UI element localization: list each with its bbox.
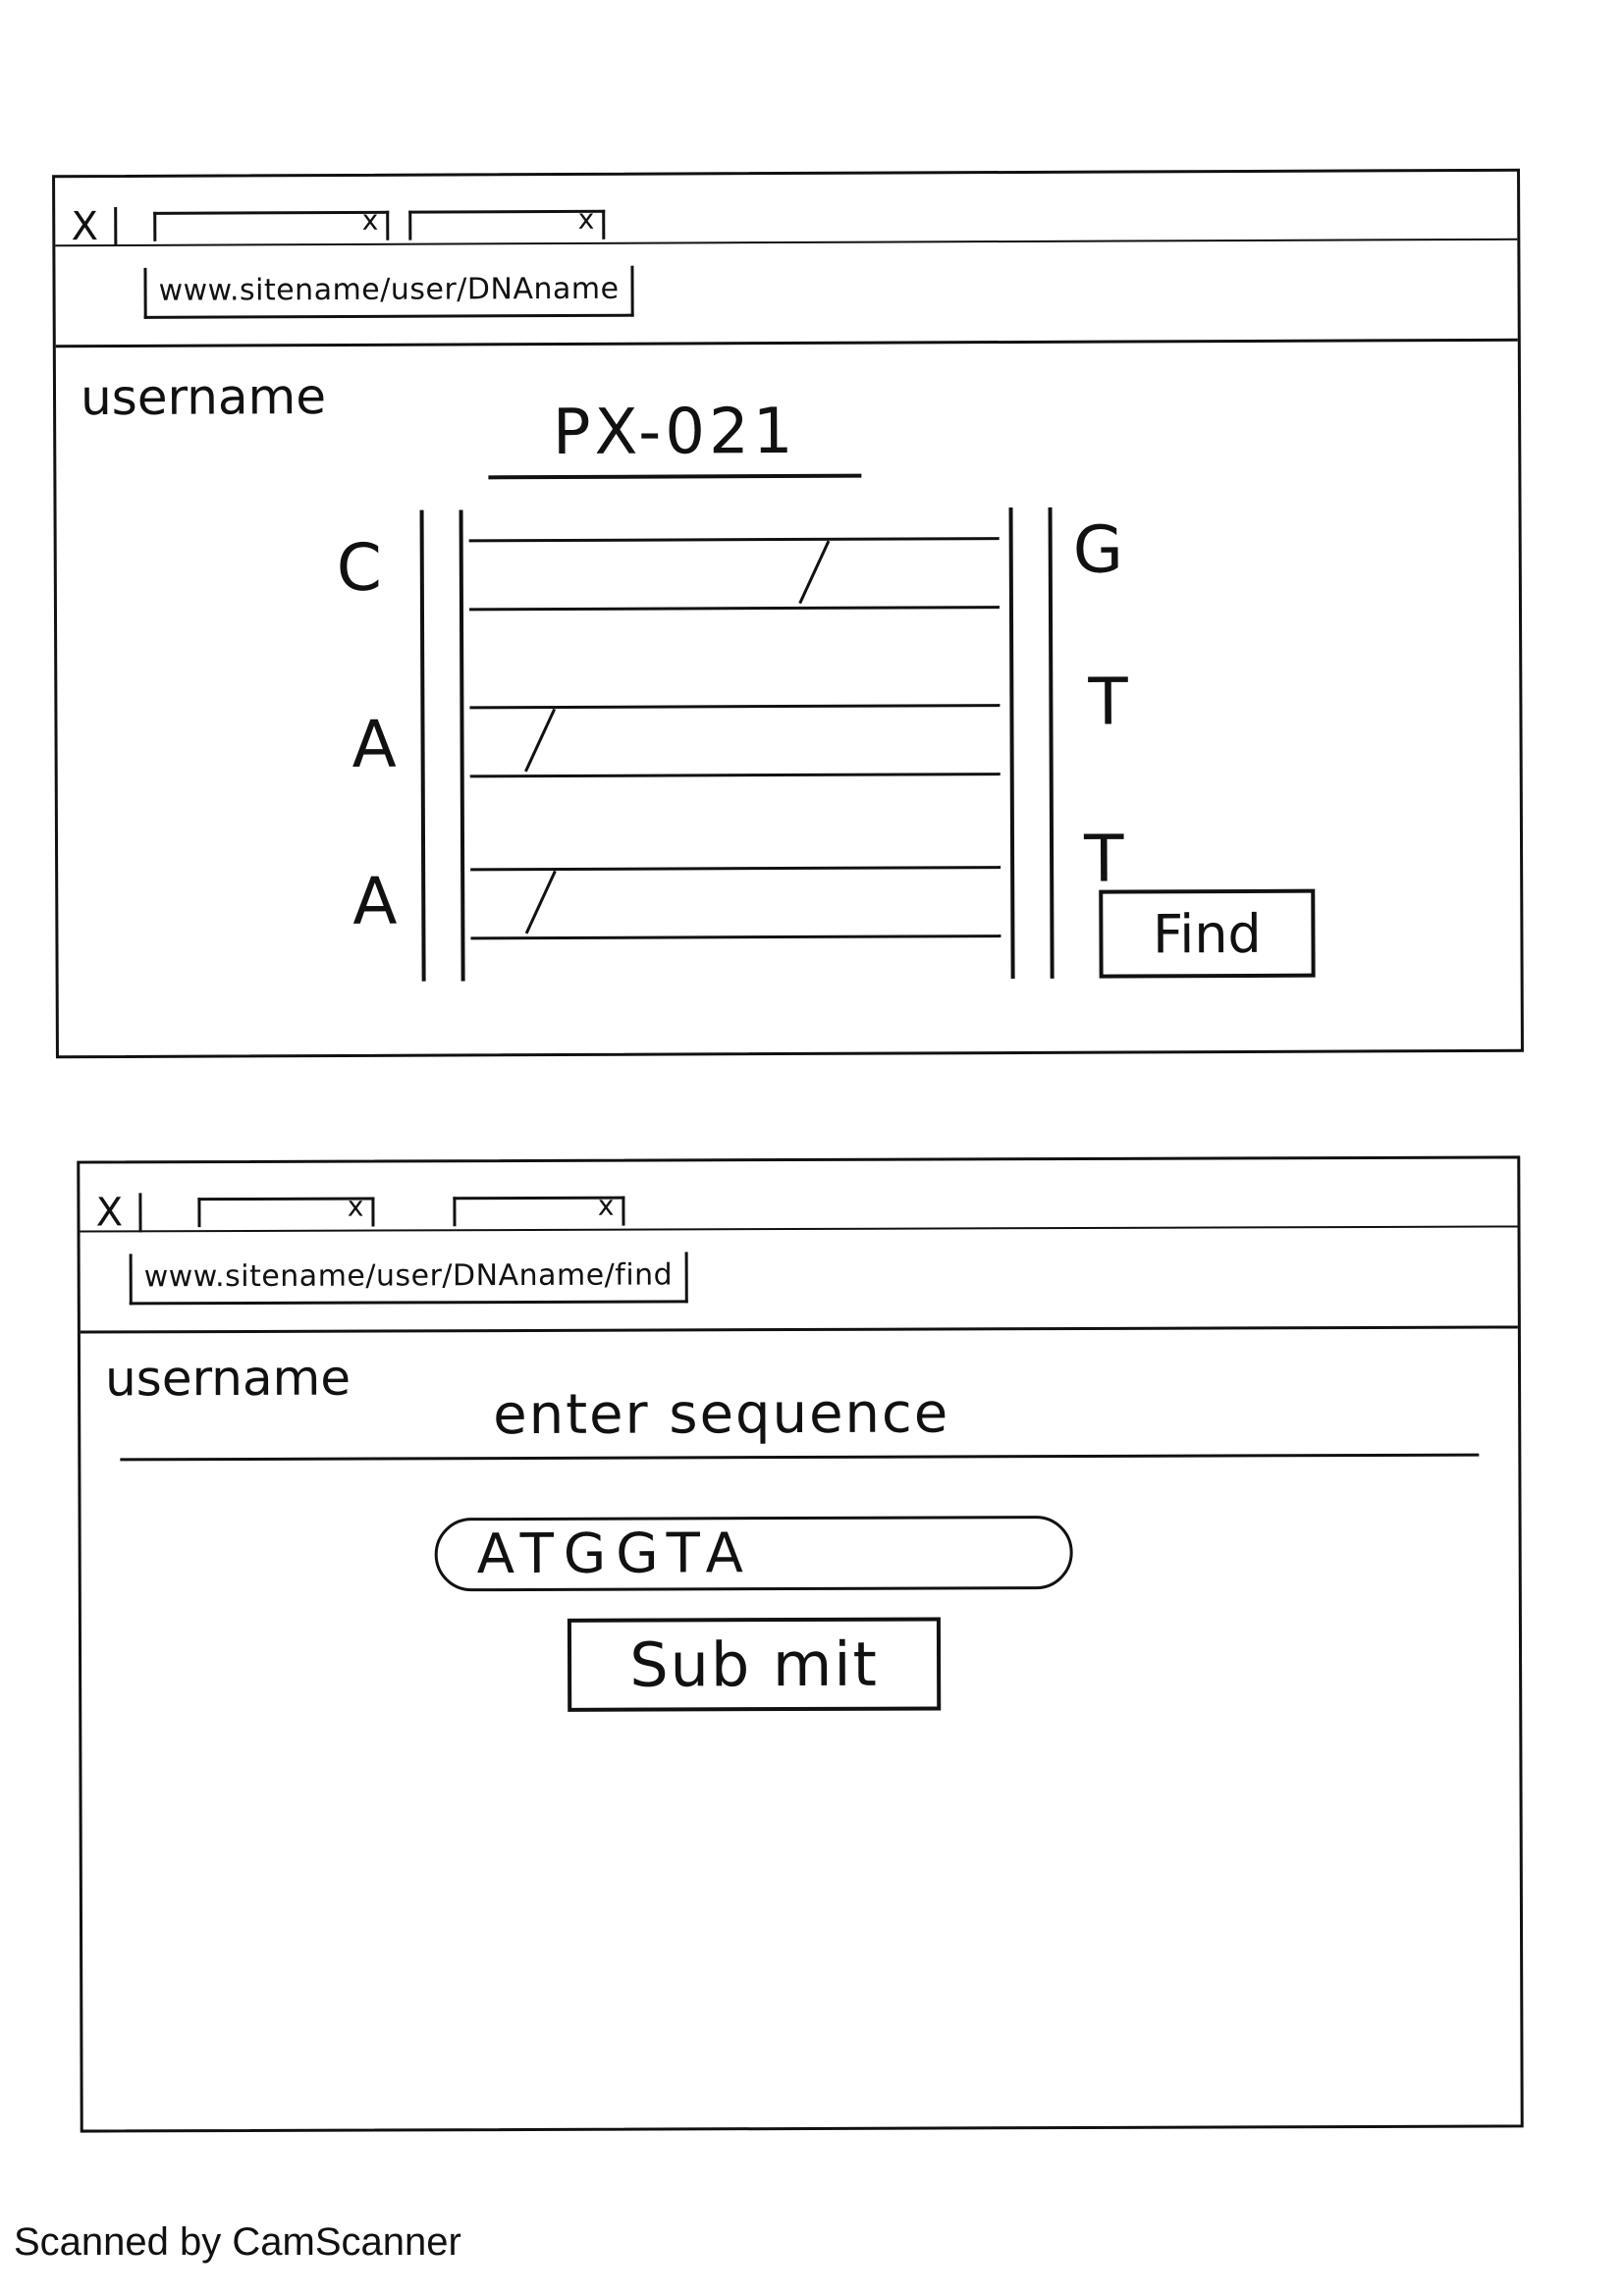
sequence-input[interactable] <box>434 1516 1073 1592</box>
close-tab-icon[interactable]: x <box>597 1189 615 1222</box>
dna-backbone-left-outer <box>419 509 426 982</box>
left-base-label: C <box>336 529 383 607</box>
base-pair-rung <box>470 866 1001 872</box>
address-bar[interactable]: www.sitename/user/DNAname <box>143 265 634 319</box>
scanner-watermark: Scanned by CamScanner <box>14 2220 461 2264</box>
base-pair-rung <box>469 773 1001 778</box>
prompt-underline <box>120 1453 1480 1462</box>
browser-window-find-view: X x x www.sitename/user/DNAname/find use… <box>77 1155 1524 2133</box>
browser-window-dna-view: X x x www.sitename/user/DNAname username… <box>52 168 1524 1059</box>
browser-tab[interactable]: x <box>197 1191 375 1228</box>
tab-bar: X x x <box>80 1158 1518 1236</box>
browser-tab[interactable]: x <box>453 1190 625 1227</box>
browser-tab[interactable]: x <box>408 203 606 240</box>
left-base-label: A <box>352 863 398 939</box>
left-base-label: A <box>352 706 397 782</box>
dna-backbone-right-outer <box>1048 507 1055 979</box>
right-base-label: T <box>1088 664 1128 740</box>
right-base-label: G <box>1072 511 1124 588</box>
dna-backbone-left-inner <box>459 509 465 982</box>
address-bar[interactable]: www.sitename/user/DNAname/find <box>129 1252 688 1306</box>
base-pair-rung <box>468 537 1000 543</box>
submit-button[interactable]: Sub mit <box>567 1617 942 1712</box>
close-window-icon[interactable]: X <box>80 1190 142 1236</box>
dna-ladder: C A A G T T <box>337 507 1128 982</box>
hydrogen-bond <box>524 708 557 773</box>
dna-name-title: PX-021 <box>488 395 862 480</box>
right-base-label: T <box>1083 821 1124 897</box>
browser-tab[interactable]: x <box>153 204 390 241</box>
find-button[interactable]: Find <box>1099 888 1316 979</box>
close-tab-icon[interactable]: x <box>361 203 379 237</box>
hydrogen-bond <box>798 540 831 605</box>
address-row: www.sitename/user/DNAname <box>55 240 1518 348</box>
address-row: www.sitename/user/DNAname/find <box>80 1227 1518 1334</box>
username-label: username <box>80 368 327 427</box>
base-pair-rung <box>469 704 1001 710</box>
username-label: username <box>104 1349 352 1408</box>
dna-backbone-right-inner <box>1008 507 1015 980</box>
base-pair-rung <box>470 934 1001 940</box>
enter-sequence-label: enter sequence <box>493 1381 950 1448</box>
base-pair-rung <box>468 606 1000 612</box>
hydrogen-bond <box>524 870 557 934</box>
close-tab-icon[interactable]: x <box>347 1190 364 1223</box>
close-window-icon[interactable]: X <box>55 204 118 249</box>
tab-bar: X x x <box>55 172 1518 249</box>
close-tab-icon[interactable]: x <box>577 202 595 236</box>
